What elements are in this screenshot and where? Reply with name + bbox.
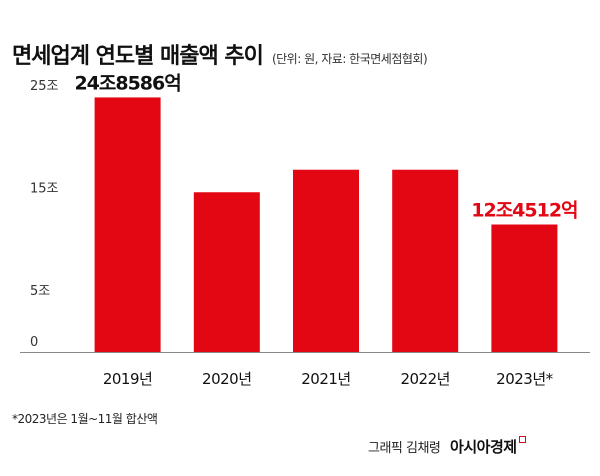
data-label: 24조8586억 — [74, 72, 180, 94]
bar-3 — [392, 169, 459, 352]
bar-0 — [94, 97, 161, 353]
x-tick-label: 2023년* — [496, 370, 553, 388]
brand-logo: 아시아경제 — [450, 436, 526, 456]
credit-text: 그래픽 김채령 — [368, 441, 441, 456]
y-tick-label: 0 — [30, 335, 38, 350]
bar-chart: 25조 15조 5조 0 2019년 2020년 2021년 2022년 2023년* 24조… — [20, 72, 590, 388]
brand-mark-icon — [518, 436, 526, 443]
credit: 그래픽 김채령 아시아경제 — [368, 436, 526, 457]
x-tick-label: 2021년 — [301, 370, 350, 388]
chart-subtitle: (단위: 원, 자료: 한국면세점협회) — [271, 52, 428, 66]
x-tick-label: 2019년 — [103, 370, 152, 388]
x-tick-label: 2022년 — [400, 370, 449, 388]
title-row: 면세업계 연도별 매출액 추이 (단위: 원, 자료: 한국면세점협회) — [12, 38, 428, 70]
bar-4 — [491, 224, 558, 352]
y-tick-label: 25조 — [30, 79, 59, 94]
bars-group — [94, 97, 558, 353]
brand-name: 아시아경제 — [450, 438, 517, 456]
y-axis: 25조 15조 5조 0 — [30, 79, 59, 350]
data-labels: 24조8586억 12조4512억 — [74, 72, 578, 222]
footnote: *2023년은 1월~11월 합산액 — [12, 412, 158, 426]
bar-2 — [293, 169, 359, 352]
chart-title: 면세업계 연도별 매출액 추이 — [12, 44, 264, 69]
y-tick-label: 5조 — [30, 284, 50, 299]
data-label: 12조4512억 — [471, 200, 577, 222]
y-tick-label: 15조 — [30, 181, 59, 196]
x-tick-label: 2020년 — [202, 370, 251, 388]
x-axis: 2019년 2020년 2021년 2022년 2023년* — [103, 370, 554, 388]
bar-1 — [193, 192, 260, 352]
